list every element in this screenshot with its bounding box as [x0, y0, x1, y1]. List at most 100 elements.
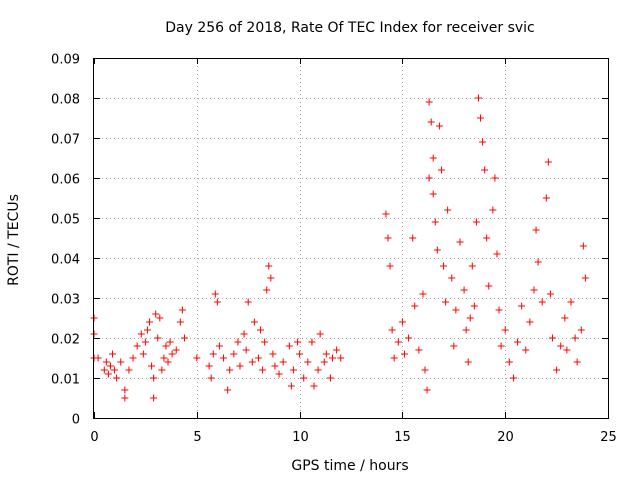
data-point [162, 342, 170, 350]
data-point [530, 286, 538, 294]
data-point [561, 314, 569, 322]
data-point [548, 334, 556, 342]
chart-title: Day 256 of 2018, Rate Of TEC Index for r… [165, 20, 535, 36]
data-point [164, 358, 172, 366]
data-point [468, 262, 476, 270]
data-point [261, 338, 269, 346]
data-point [509, 374, 517, 382]
data-point [386, 262, 394, 270]
data-point [205, 362, 213, 370]
data-point [495, 306, 503, 314]
data-point [166, 338, 174, 346]
data-point [248, 358, 256, 366]
data-point [275, 370, 283, 378]
data-point [160, 354, 168, 362]
data-point [429, 154, 437, 162]
data-point [398, 318, 406, 326]
data-point [236, 362, 244, 370]
data-point [425, 174, 433, 182]
data-point [425, 98, 433, 106]
data-point [285, 342, 293, 350]
data-point [296, 350, 304, 358]
data-point [111, 366, 119, 374]
plot-frame [93, 58, 609, 419]
grid-lines [94, 58, 608, 418]
data-point [322, 350, 330, 358]
data-point [415, 346, 423, 354]
data-point [213, 298, 221, 306]
data-point [501, 326, 509, 334]
data-point [472, 218, 480, 226]
data-point [538, 298, 546, 306]
data-point [316, 330, 324, 338]
data-point [409, 234, 417, 242]
data-point [156, 314, 164, 322]
data-point [215, 342, 223, 350]
data-point [242, 346, 250, 354]
x-tick-label: 5 [193, 430, 201, 445]
data-point [226, 366, 234, 374]
x-tick-label: 15 [394, 430, 411, 445]
axis-ticks [94, 58, 609, 419]
x-tick-label: 10 [292, 430, 309, 445]
data-point [146, 318, 154, 326]
data-point [444, 206, 452, 214]
data-point [394, 338, 402, 346]
y-tick-label: 0.03 [51, 293, 80, 308]
data-point [141, 338, 149, 346]
data-point [431, 218, 439, 226]
data-point [152, 310, 160, 318]
data-point [94, 354, 102, 362]
data-point [462, 326, 470, 334]
data-point [427, 118, 435, 126]
data-point [400, 350, 408, 358]
data-point [250, 318, 258, 326]
data-point [104, 370, 112, 378]
data-point [133, 342, 141, 350]
data-point [411, 302, 419, 310]
data-point [505, 358, 513, 366]
x-tick-label: 20 [497, 430, 514, 445]
data-point [423, 386, 431, 394]
data-point [259, 366, 267, 374]
y-tick-label: 0 [72, 413, 80, 428]
y-tick-label: 0.05 [51, 213, 80, 228]
data-point [244, 298, 252, 306]
data-point [154, 334, 162, 342]
data-point [100, 366, 108, 374]
data-point [263, 286, 271, 294]
data-point [518, 302, 526, 310]
data-point [143, 326, 151, 334]
data-point [581, 274, 589, 282]
data-point [419, 290, 427, 298]
data-point [180, 334, 188, 342]
data-point [456, 238, 464, 246]
data-point [489, 206, 497, 214]
data-point [563, 346, 571, 354]
data-point [207, 374, 215, 382]
data-point [326, 374, 334, 382]
y-tick-label: 0.06 [51, 173, 80, 188]
data-point [137, 330, 145, 338]
data-point [121, 386, 129, 394]
data-point [102, 358, 110, 366]
data-point [178, 306, 186, 314]
data-point [567, 298, 575, 306]
data-point [577, 326, 585, 334]
data-point [497, 342, 505, 350]
y-tick-label: 0.09 [51, 53, 80, 68]
data-point [300, 374, 308, 382]
data-point [448, 274, 456, 282]
data-point [526, 318, 534, 326]
data-points [90, 94, 589, 402]
data-point [269, 350, 277, 358]
data-point [148, 362, 156, 370]
data-point [460, 286, 468, 294]
data-point [240, 330, 248, 338]
data-point [139, 350, 147, 358]
data-point [308, 338, 316, 346]
data-point [220, 354, 228, 362]
data-point [435, 122, 443, 130]
data-point [310, 382, 318, 390]
data-point [279, 358, 287, 366]
